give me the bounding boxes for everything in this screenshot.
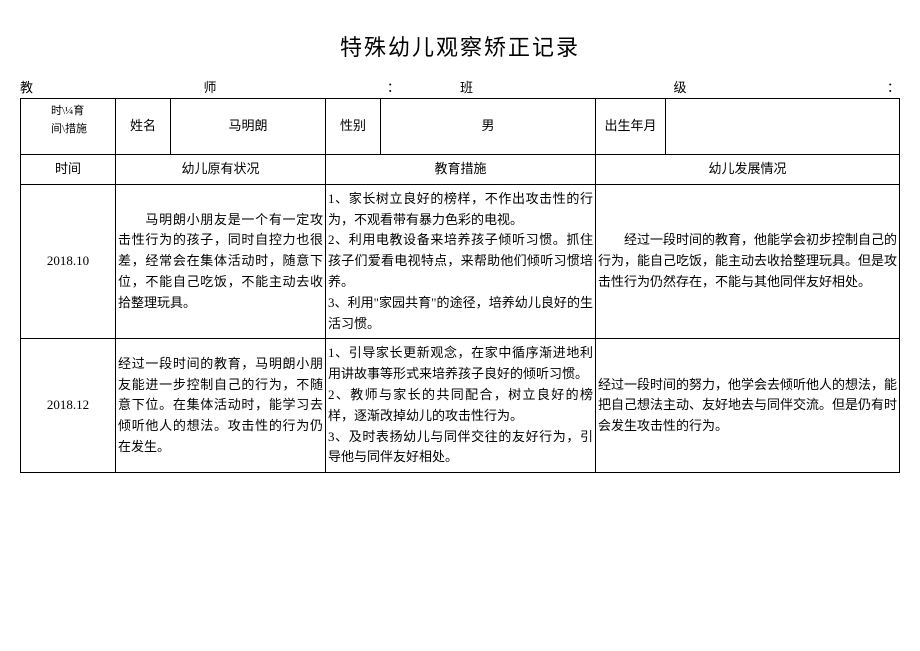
gender-value: 男 [381, 99, 596, 155]
table-row: 2018.10 马明朗小朋友是一个有一定攻击性行为的孩子，同时自控力也很差，经常… [21, 184, 900, 339]
meta-class: 班 级 ： [460, 77, 900, 96]
teacher-colon: ： [387, 77, 460, 96]
column-header-row: 时间 幼儿原有状况 教育措施 幼儿发展情况 [21, 155, 900, 185]
table-row: 2018.12 经过一段时间的教育，马明朗小朋友能进一步控制自己的行为，不随意下… [21, 339, 900, 473]
diag-text: 时\¼育间\措施 [51, 103, 109, 138]
info-row: 时\¼育间\措施 姓名 马明朗 性别 男 出生年月 [21, 99, 900, 155]
time-cell: 2018.12 [21, 339, 116, 473]
col-time: 时间 [21, 155, 116, 185]
name-value: 马明朗 [171, 99, 326, 155]
name-label: 姓名 [116, 99, 171, 155]
development-cell: 经过一段时间的努力，他学会去倾听他人的想法，能把自己想法主动、友好地去与同伴交流… [596, 339, 900, 473]
col-measures: 教育措施 [326, 155, 596, 185]
gender-label: 性别 [326, 99, 381, 155]
class-label-l: 班 [460, 77, 473, 96]
diagonal-header: 时\¼育间\措施 [21, 99, 116, 155]
class-colon: ： [887, 77, 900, 96]
class-label-r: 级 [673, 77, 686, 96]
measures-cell: 1、引导家长更新观念，在家中循序渐进地利用讲故事等形式来培养孩子良好的倾听习惯。… [326, 339, 596, 473]
col-development: 幼儿发展情况 [596, 155, 900, 185]
meta-teacher: 教 师 ： [20, 77, 460, 96]
birth-value [666, 99, 900, 155]
original-cell: 经过一段时间的教育，马明朗小朋友能进一步控制自己的行为，不随意下位。在集体活动时… [116, 339, 326, 473]
teacher-label-l: 教 [20, 77, 33, 96]
teacher-label-r: 师 [203, 77, 216, 96]
development-cell: 经过一段时间的教育，他能学会初步控制自己的行为，能自己吃饭，能主动去收拾整理玩具… [596, 184, 900, 339]
birth-label: 出生年月 [596, 99, 666, 155]
measures-cell: 1、家长树立良好的榜样，不作出攻击性的行为，不观看带有暴力色彩的电视。2、利用电… [326, 184, 596, 339]
meta-row: 教 师 ： 班 级 ： [20, 77, 900, 96]
page-title: 特殊幼儿观察矫正记录 [20, 30, 900, 62]
time-cell: 2018.10 [21, 184, 116, 339]
col-original: 幼儿原有状况 [116, 155, 326, 185]
record-table: 时\¼育间\措施 姓名 马明朗 性别 男 出生年月 时间 幼儿原有状况 教育措施… [20, 98, 900, 473]
original-cell: 马明朗小朋友是一个有一定攻击性行为的孩子，同时自控力也很差，经常会在集体活动时，… [116, 184, 326, 339]
